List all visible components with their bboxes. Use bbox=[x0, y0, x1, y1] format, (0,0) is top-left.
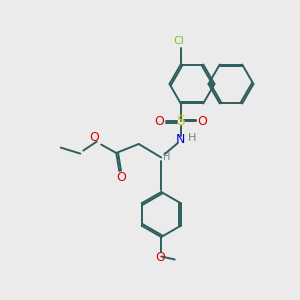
Text: Cl: Cl bbox=[174, 36, 185, 46]
Text: O: O bbox=[198, 115, 208, 128]
Text: O: O bbox=[90, 131, 100, 145]
Text: H: H bbox=[163, 152, 170, 163]
Text: H: H bbox=[188, 133, 196, 143]
Text: O: O bbox=[116, 171, 126, 184]
Text: O: O bbox=[154, 115, 164, 128]
Text: O: O bbox=[156, 251, 166, 264]
Text: S: S bbox=[176, 115, 185, 128]
Text: N: N bbox=[176, 133, 185, 146]
